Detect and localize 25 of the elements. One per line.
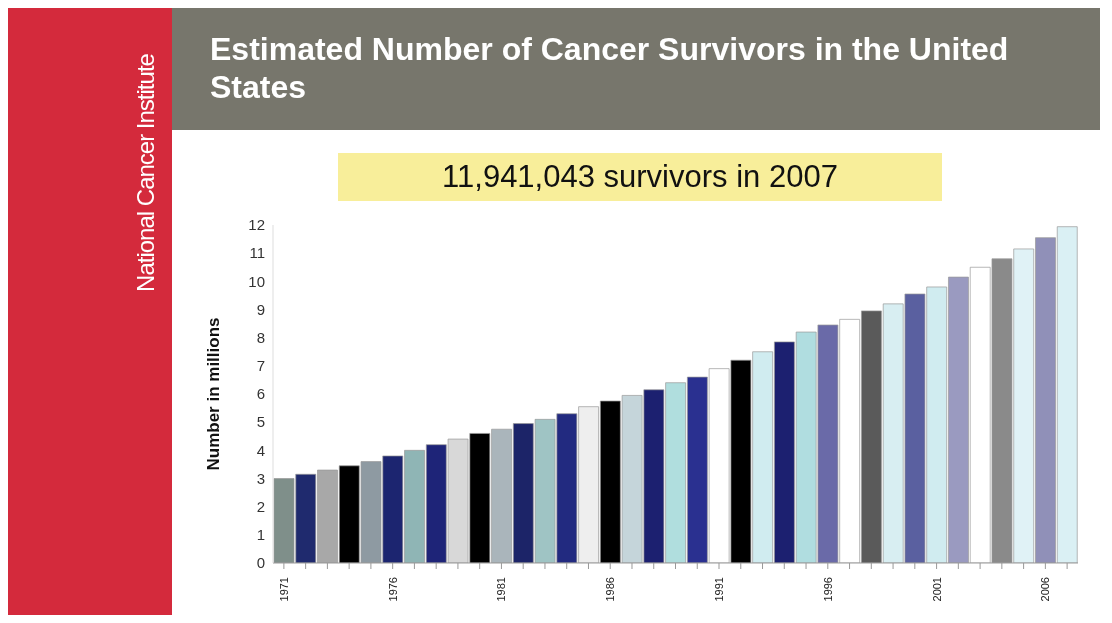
x-tick-label: 1976 bbox=[386, 577, 399, 602]
x-tick-label: 1991 bbox=[713, 577, 726, 602]
y-tick-label: 4 bbox=[256, 441, 265, 459]
y-axis-title: Number in millions bbox=[204, 317, 224, 471]
y-tick-label: 0 bbox=[256, 554, 265, 572]
y-tick-label: 12 bbox=[248, 216, 265, 234]
chart-title: Estimated Number of Cancer Survivors in the United States bbox=[210, 30, 1010, 106]
chart-subtitle: 11,941,043 survivors in 2007 bbox=[338, 153, 942, 201]
x-tick-label: 1971 bbox=[277, 577, 290, 602]
y-tick-label: 3 bbox=[256, 469, 265, 487]
y-tick-label: 7 bbox=[256, 357, 265, 375]
y-tick-label: 11 bbox=[249, 244, 265, 262]
x-tick-label: 1986 bbox=[604, 577, 617, 602]
y-tick-label: 6 bbox=[256, 385, 265, 403]
y-tick-label: 10 bbox=[248, 272, 265, 290]
y-tick-label: 2 bbox=[256, 497, 265, 515]
x-tick-label: 2006 bbox=[1039, 577, 1052, 602]
x-tick-label: 1996 bbox=[821, 577, 834, 602]
y-tick-label: 1 bbox=[256, 526, 265, 544]
y-tick-label: 9 bbox=[256, 300, 265, 318]
x-tick-label: 1981 bbox=[495, 577, 508, 602]
text: National Cancer Institute bbox=[132, 54, 160, 292]
y-tick-label: 5 bbox=[256, 413, 265, 431]
x-tick-label: 2001 bbox=[930, 577, 943, 602]
y-tick-label: 8 bbox=[256, 328, 265, 346]
